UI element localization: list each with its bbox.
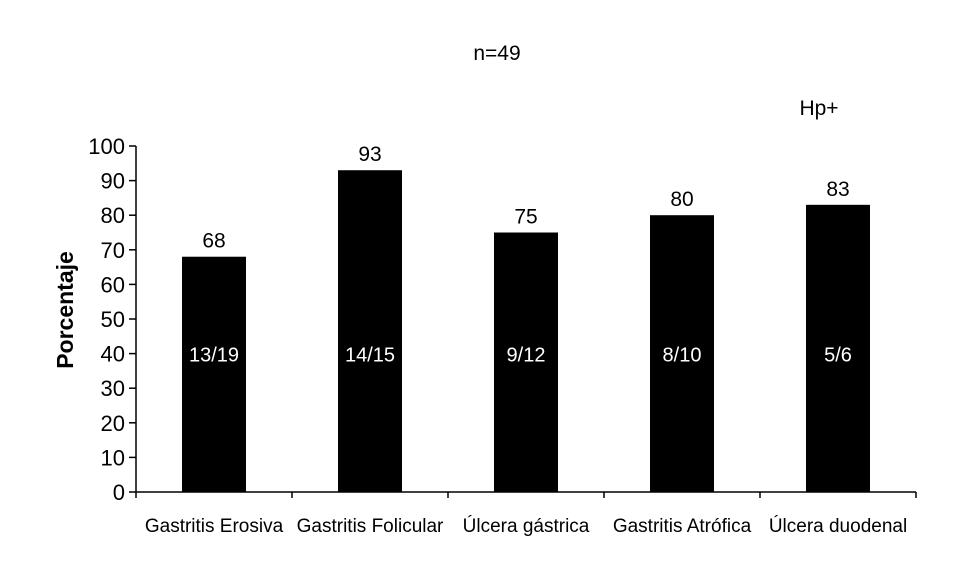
y-tick-label: 50 — [101, 307, 125, 332]
y-tick-label: 70 — [101, 238, 125, 263]
bar-value-label: 93 — [358, 143, 381, 166]
bar — [338, 170, 402, 492]
y-tick-label: 10 — [101, 445, 125, 470]
bar — [182, 256, 246, 492]
x-category-label: Úlcera duodenal — [769, 515, 907, 537]
x-category-label: Gastritis Erosiva — [145, 516, 284, 537]
y-tick-label: 90 — [101, 169, 125, 194]
bar-value-label: 68 — [202, 230, 225, 253]
bar-inner-label: 14/15 — [345, 345, 395, 367]
bar-value-label: 80 — [670, 188, 693, 211]
bar-inner-label: 5/6 — [824, 345, 852, 367]
bar — [806, 204, 870, 492]
y-tick-label: 100 — [88, 134, 125, 159]
bar-value-label: 75 — [514, 206, 537, 229]
bar — [494, 232, 558, 492]
x-category-label: Gastritis Atrófica — [613, 516, 752, 537]
y-tick-label: 80 — [101, 203, 125, 228]
axes: 0 10 20 30 40 50 60 70 80 90 100 Gastritis Erosiva G… — [88, 134, 917, 537]
bar-inner-label: 9/12 — [507, 345, 546, 367]
bar-inner-label: 13/19 — [189, 345, 239, 367]
bars: 68 13/19 93 14/15 75 9/12 80 8/10 83 5/6 — [182, 143, 870, 492]
chart-title: n=49 — [473, 42, 520, 65]
y-tick-label: 60 — [101, 272, 125, 297]
y-tick-label: 0 — [113, 480, 125, 505]
bar — [650, 215, 714, 492]
legend-label: Hp+ — [799, 97, 838, 120]
y-axis-label: Porcentaje — [52, 251, 78, 369]
bar-inner-label: 8/10 — [663, 345, 702, 367]
y-tick-label: 30 — [101, 376, 125, 401]
y-tick-label: 20 — [101, 411, 125, 436]
x-category-label: Gastritis Folicular — [297, 516, 444, 537]
y-tick-label: 40 — [101, 342, 125, 367]
bar-value-label: 83 — [826, 178, 849, 201]
x-category-label: Úlcera gástrica — [463, 515, 590, 537]
